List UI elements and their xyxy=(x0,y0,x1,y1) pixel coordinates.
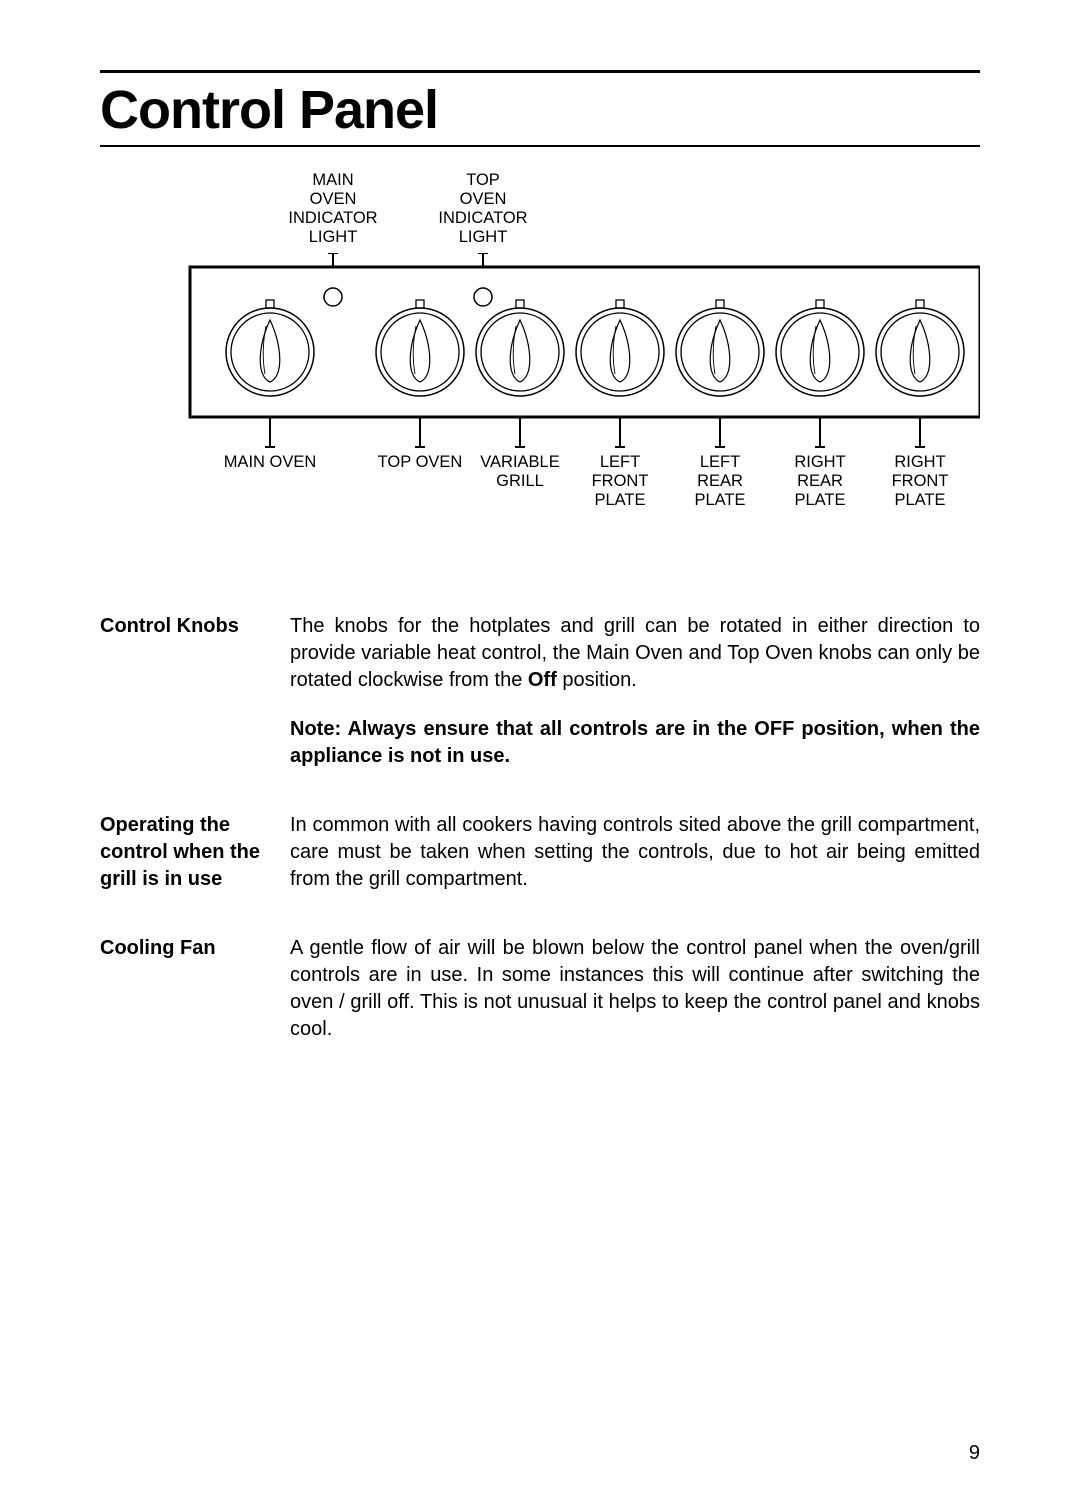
diagram-bottom-label: MAIN OVEN xyxy=(210,453,330,472)
section-content: The knobs for the hotplates and grill ca… xyxy=(290,613,980,770)
paragraph: The knobs for the hotplates and grill ca… xyxy=(290,613,980,694)
section: Operating the control when the grill is … xyxy=(100,812,980,893)
section-heading: Operating the control when the grill is … xyxy=(100,812,290,893)
paragraph: A gentle flow of air will be blown below… xyxy=(290,935,980,1043)
panel-illustration xyxy=(100,253,980,453)
section-heading: Cooling Fan xyxy=(100,935,290,1043)
section: Control KnobsThe knobs for the hotplates… xyxy=(100,613,980,770)
section-content: A gentle flow of air will be blown below… xyxy=(290,935,980,1043)
paragraph: Note: Always ensure that all controls ar… xyxy=(290,716,980,770)
paragraph: In common with all cookers having contro… xyxy=(290,812,980,893)
section: Cooling FanA gentle flow of air will be … xyxy=(100,935,980,1043)
page-number: 9 xyxy=(969,1442,980,1465)
diagram-bottom-label: RIGHTFRONTPLATE xyxy=(860,453,980,510)
section-heading: Control Knobs xyxy=(100,613,290,770)
page-title: Control Panel xyxy=(100,79,980,141)
body-text: Control KnobsThe knobs for the hotplates… xyxy=(100,613,980,1043)
section-content: In common with all cookers having contro… xyxy=(290,812,980,893)
diagram-top-label: MAINOVENINDICATORLIGHT xyxy=(263,171,403,247)
control-panel-diagram: MAINOVENINDICATORLIGHTTOPOVENINDICATORLI… xyxy=(100,171,980,523)
diagram-top-label: TOPOVENINDICATORLIGHT xyxy=(413,171,553,247)
